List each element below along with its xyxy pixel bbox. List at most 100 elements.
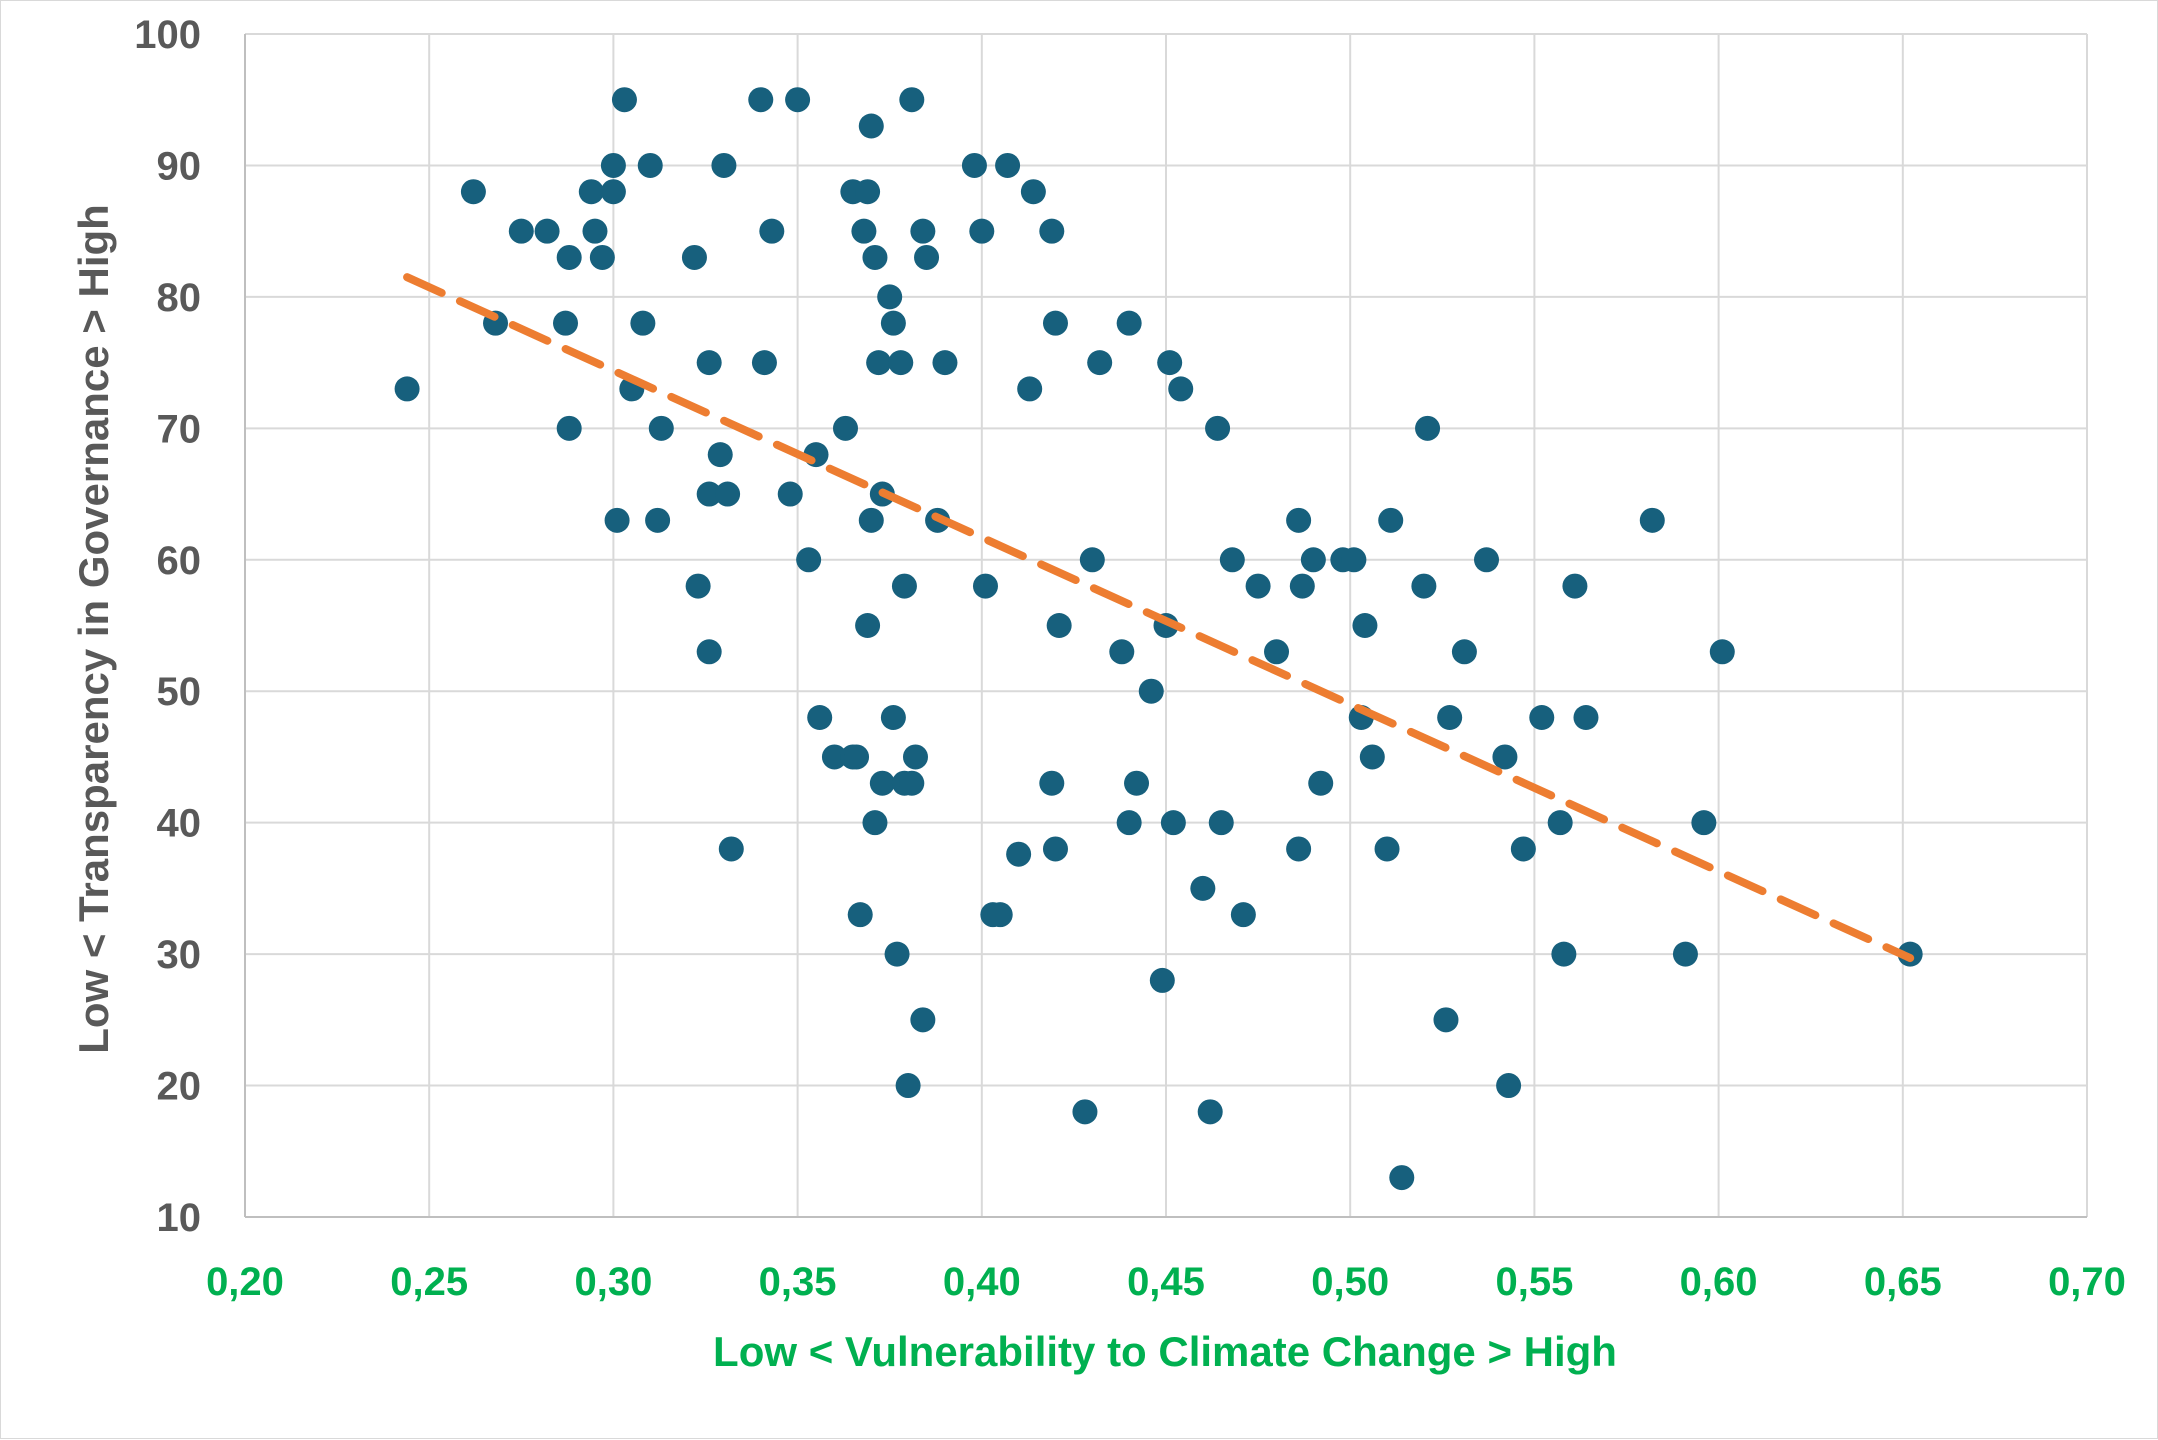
data-point (751, 350, 777, 376)
trendline (403, 273, 1915, 963)
data-point (696, 639, 722, 665)
data-point (1219, 547, 1245, 573)
data-point (1245, 573, 1271, 599)
data-point (1006, 841, 1032, 867)
y-tick-label: 80 (157, 276, 202, 320)
data-point (696, 350, 722, 376)
data-point (1116, 810, 1142, 836)
data-point (1190, 875, 1216, 901)
data-point (1042, 310, 1068, 336)
data-point (1208, 810, 1234, 836)
data-point (582, 218, 608, 244)
data-point (578, 179, 604, 205)
data-point (902, 744, 928, 770)
data-point (589, 244, 615, 270)
data-point (855, 613, 881, 638)
x-tick-label: 0,70 (2048, 1260, 2126, 1304)
data-point (1046, 613, 1072, 638)
data-point (1124, 770, 1150, 796)
data-point (796, 547, 822, 573)
x-tick-label: 0,25 (390, 1260, 468, 1304)
data-point (932, 350, 958, 376)
data-point (1573, 705, 1599, 731)
data-point (1017, 376, 1043, 402)
data-point (1230, 902, 1256, 928)
data-point (556, 244, 582, 270)
data-point (844, 744, 870, 770)
data-point (961, 152, 987, 178)
data-point (880, 310, 906, 336)
x-tick-label: 0,65 (1864, 1260, 1942, 1304)
x-tick-labels: 0,20 0,25 0,30 0,35 0,40 0,45 0,50 0,55 0,60 0,65… (206, 1260, 2126, 1304)
data-point (1042, 836, 1068, 862)
data-point (832, 415, 858, 441)
data-point (648, 415, 674, 441)
y-tick-label: 70 (157, 407, 202, 451)
data-point (1415, 415, 1441, 441)
data-point (1352, 613, 1378, 638)
axes (244, 34, 2087, 1218)
data-point (1300, 547, 1326, 573)
data-point (880, 705, 906, 731)
data-point (1709, 639, 1735, 665)
data-point (869, 770, 895, 796)
data-point (718, 836, 744, 862)
data-point (1039, 218, 1065, 244)
data-point (987, 902, 1013, 928)
data-point (637, 152, 663, 178)
data-point (1510, 836, 1536, 862)
data-point (1529, 705, 1555, 731)
x-tick-label: 0,60 (1680, 1260, 1758, 1304)
data-point (995, 152, 1021, 178)
data-point (862, 244, 888, 270)
data-point (899, 770, 925, 796)
x-tick-label: 0,55 (1495, 1260, 1573, 1304)
y-tick-labels: 10 20 30 40 50 60 70 80 90 100 (134, 13, 201, 1240)
data-point (969, 218, 995, 244)
x-tick-label: 0,50 (1311, 1260, 1389, 1304)
x-tick-label: 0,45 (1127, 1260, 1205, 1304)
data-point (556, 415, 582, 441)
data-point (1437, 705, 1463, 731)
data-point (1451, 639, 1477, 665)
data-point (914, 244, 940, 270)
data-points (394, 87, 1923, 1191)
data-point (630, 310, 656, 336)
y-tick-label: 40 (157, 802, 202, 846)
data-point (1496, 1073, 1522, 1099)
data-point (858, 507, 884, 533)
x-axis-label: Low < Vulnerability to Climate Change > … (713, 1328, 1617, 1375)
data-point (1551, 941, 1577, 967)
data-point (858, 113, 884, 139)
data-point (696, 481, 722, 507)
data-point (847, 902, 873, 928)
data-point (1492, 744, 1518, 770)
y-tick-label: 60 (157, 539, 202, 583)
data-point (777, 481, 803, 507)
data-point (1359, 744, 1385, 770)
data-point (1374, 836, 1400, 862)
data-point (1433, 1007, 1459, 1033)
data-point (1341, 547, 1367, 573)
data-point (1020, 179, 1046, 205)
data-point (681, 244, 707, 270)
data-point (1672, 941, 1698, 967)
data-point (508, 218, 534, 244)
x-tick-label: 0,35 (759, 1260, 837, 1304)
data-point (1157, 350, 1183, 376)
data-point (851, 218, 877, 244)
data-point (711, 152, 737, 178)
data-point (1264, 639, 1290, 665)
data-point (600, 179, 626, 205)
y-tick-label: 50 (157, 670, 202, 714)
data-point (611, 87, 637, 113)
y-tick-label: 10 (157, 1196, 202, 1240)
data-point (394, 376, 420, 402)
data-point (1547, 810, 1573, 836)
trendline-group (403, 273, 1915, 963)
y-axis-label: Low < Transparency in Governance > High (70, 204, 117, 1054)
data-point (807, 705, 833, 731)
data-point (862, 810, 888, 836)
